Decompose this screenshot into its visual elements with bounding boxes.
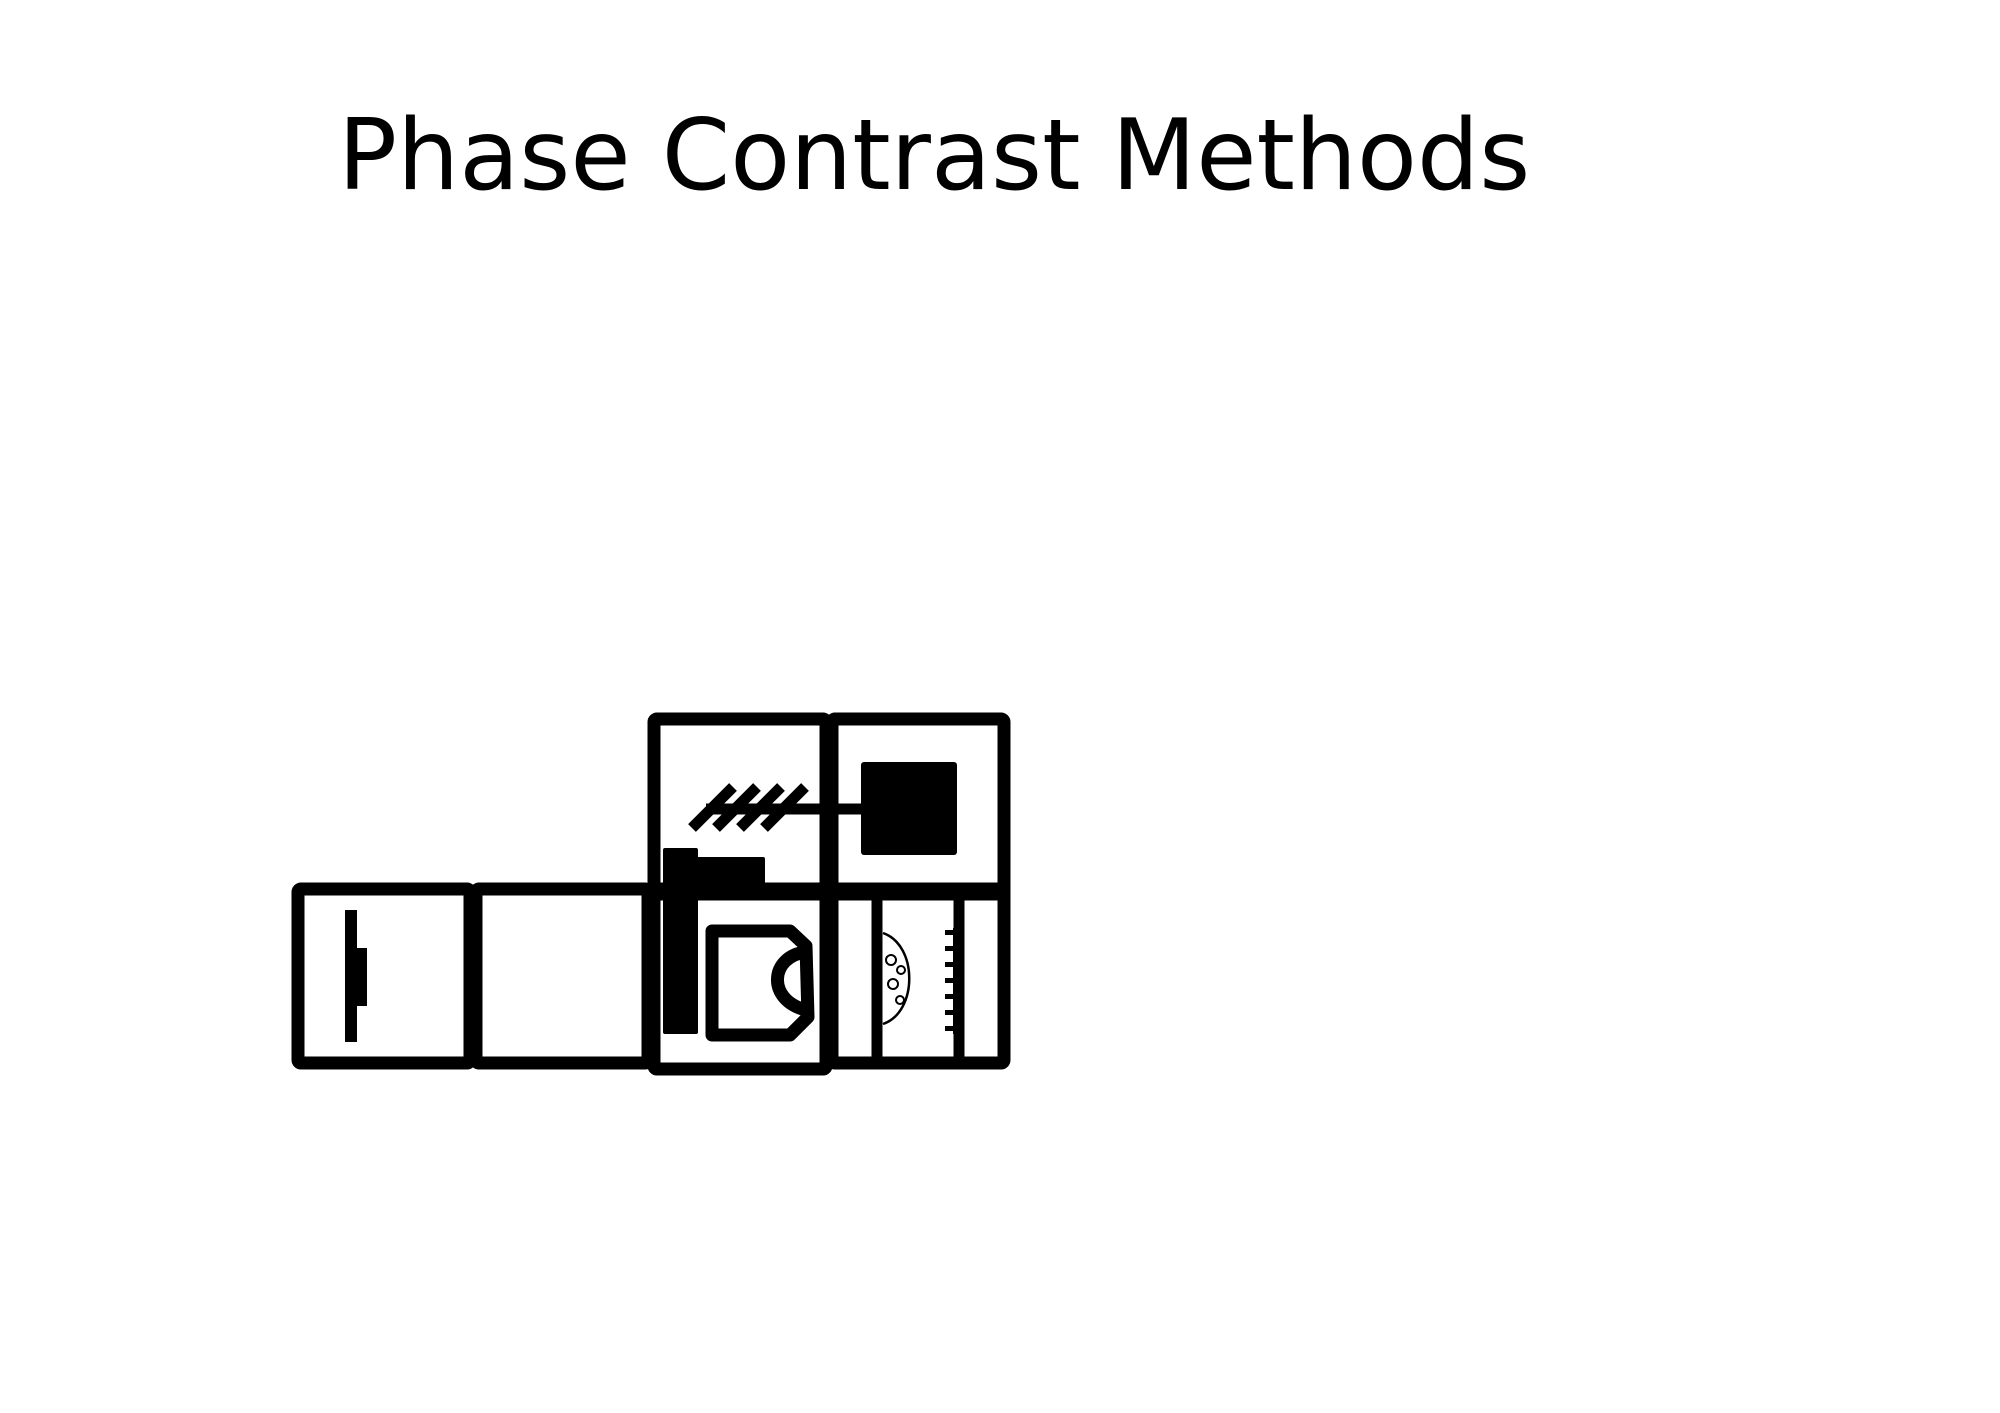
slide-title: Phase Contrast Methods <box>338 99 1531 213</box>
lens-icon <box>882 931 911 1026</box>
box-3-sample-stage <box>647 848 833 1076</box>
grating-icon <box>945 928 960 1034</box>
sample-holder-icon <box>705 924 815 1042</box>
box-4-optics <box>825 882 1011 1070</box>
box-1-light-source <box>291 882 477 1070</box>
box-2-empty <box>469 882 655 1070</box>
slit-icon <box>345 910 367 1042</box>
spring-icon <box>688 783 874 832</box>
detector-block-icon <box>861 762 957 855</box>
box-6-detector <box>825 712 1011 901</box>
